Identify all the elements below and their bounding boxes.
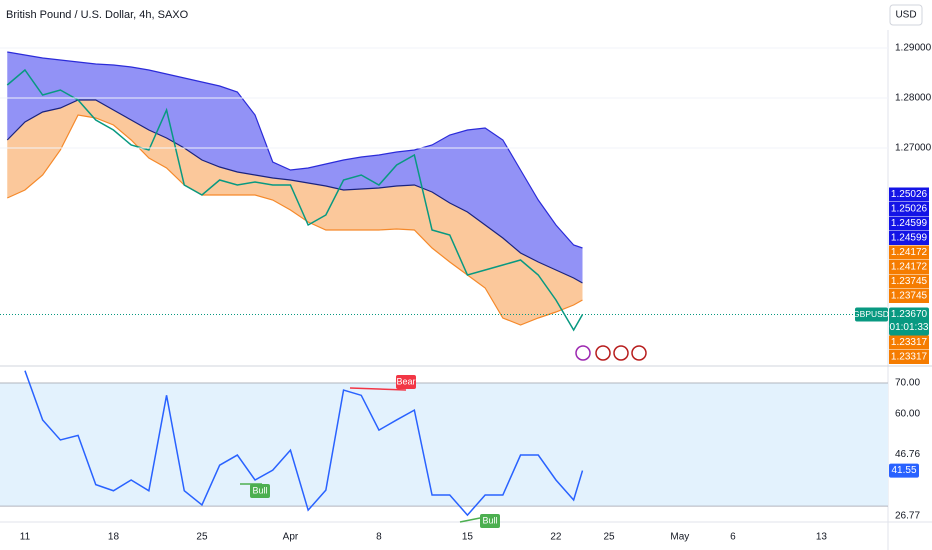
countdown-label: 01:01:33 [890, 322, 929, 333]
annotation-label: Bear [396, 376, 415, 386]
price-badge [889, 187, 929, 202]
y-tick-label: 70.00 [895, 378, 920, 389]
annotation-badge [480, 514, 500, 528]
pane: 1.29000 1.28000 1.27000 [0, 43, 932, 332]
event-icons [575, 345, 647, 361]
y-tick-label: 1.29000 [895, 43, 932, 54]
event-icon[interactable] [595, 345, 611, 361]
y-tick-label: 1.28000 [895, 93, 932, 104]
pane: 70.00 60.00 46.76 26.77 [0, 370, 920, 522]
price-badge [889, 307, 929, 336]
x-tick-label: 25 [603, 532, 615, 543]
series-line [24, 370, 584, 517]
x-tick-label: 13 [816, 532, 828, 543]
currency-label[interactable]: USD [895, 10, 916, 21]
annotation-badge [396, 375, 416, 389]
event-icon[interactable] [631, 345, 647, 361]
x-tick-label: 8 [376, 532, 382, 543]
currency-button[interactable] [889, 4, 923, 26]
x-tick-label: 15 [462, 532, 474, 543]
plot-area [0, 370, 888, 517]
event-icon[interactable] [613, 345, 629, 361]
price-label: 1.23317 [891, 352, 928, 363]
x-tick-label: Apr [283, 532, 299, 543]
series-line [6, 99, 583, 284]
symbol-label: GBPUSD [853, 309, 889, 319]
price-label: 1.25026 [891, 189, 928, 200]
price-label: 1.24599 [891, 233, 928, 244]
price-label: 1.24172 [891, 262, 928, 273]
y-tick-label: 60.00 [895, 408, 920, 419]
price-badge [889, 216, 929, 231]
y-tick-label: 26.77 [895, 511, 920, 522]
series-line [7, 114, 583, 326]
series-line [6, 68, 584, 332]
symbol-badge [855, 307, 888, 322]
event-icon[interactable] [575, 345, 591, 361]
price-label: 1.24172 [891, 247, 928, 258]
price-label: 1.23317 [891, 337, 928, 348]
price-badge [889, 260, 929, 274]
x-tick-label: 22 [550, 532, 562, 543]
y-tick-label: 46.76 [895, 449, 920, 460]
annotation-label: Bull [482, 515, 497, 525]
x-tick-label: 6 [730, 532, 736, 543]
price-label: 1.23745 [891, 291, 928, 302]
plot-area [6, 51, 584, 332]
divergence-line [349, 387, 407, 391]
x-tick-label: May [670, 532, 689, 543]
price-badge [889, 231, 929, 245]
price-label: 1.25026 [891, 204, 928, 215]
price-badge [889, 274, 929, 289]
x-tick-label: 11 [20, 532, 31, 543]
price-label: 1.23670 [891, 309, 928, 320]
y-tick-label: 1.27000 [895, 143, 932, 154]
price-badge [889, 350, 929, 364]
rsi-band [0, 383, 888, 507]
price-badge [889, 335, 929, 350]
price-label: 1.23745 [891, 276, 928, 287]
value-label: 41.55 [891, 465, 916, 476]
annotation-badge [250, 484, 270, 498]
series-line [7, 51, 583, 249]
band-fill [7, 52, 583, 283]
x-tick-label: 25 [196, 532, 208, 543]
price-badge [889, 245, 929, 260]
value-badge [889, 463, 919, 478]
price-label: 1.24599 [891, 218, 928, 229]
price-badge [889, 202, 929, 216]
x-tick-label: 18 [108, 532, 120, 543]
price-badge [889, 289, 929, 303]
chart-title: British Pound / U.S. Dollar, 4h, SAXO [6, 9, 189, 21]
annotation-label: Bull [252, 485, 267, 495]
